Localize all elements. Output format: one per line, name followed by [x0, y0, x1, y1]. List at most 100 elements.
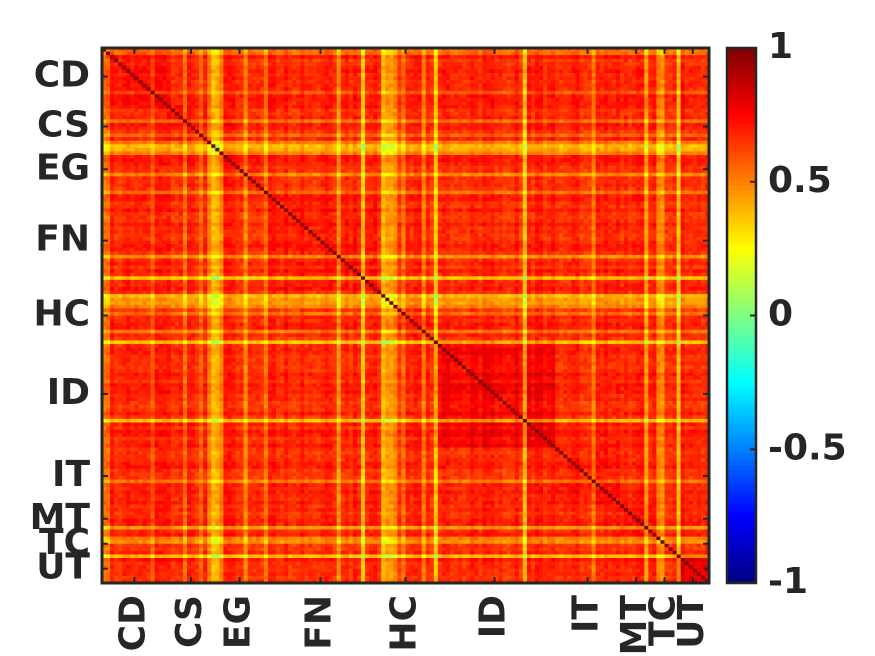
- heatmap-cell: [482, 80, 486, 84]
- heatmap-cell: [195, 123, 199, 127]
- heatmap-cell: [155, 134, 159, 138]
- heatmap-cell: [155, 52, 159, 56]
- heatmap-cell: [401, 130, 405, 134]
- heatmap-cell: [450, 80, 454, 84]
- heatmap-cell: [430, 84, 434, 88]
- heatmap-cell: [616, 87, 620, 91]
- heatmap-cell: [555, 159, 559, 163]
- heatmap-cell: [357, 94, 361, 98]
- heatmap-cell: [486, 59, 490, 63]
- heatmap-cell: [604, 62, 608, 66]
- heatmap-cell: [701, 55, 705, 59]
- heatmap-cell: [191, 159, 195, 163]
- heatmap-cell: [701, 84, 705, 88]
- heatmap-cell: [110, 116, 114, 120]
- heatmap-cell: [389, 62, 393, 66]
- heatmap-cell: [296, 123, 300, 127]
- heatmap-cell: [211, 98, 215, 102]
- heatmap-cell: [624, 123, 628, 127]
- heatmap-cell: [203, 137, 207, 141]
- heatmap-cell: [272, 94, 276, 98]
- heatmap-cell: [592, 116, 596, 120]
- heatmap-cell: [175, 87, 179, 91]
- heatmap-cell: [361, 109, 365, 113]
- heatmap-cell: [422, 116, 426, 120]
- heatmap-cell: [592, 91, 596, 95]
- heatmap-cell: [486, 73, 490, 77]
- heatmap-cell: [329, 59, 333, 63]
- heatmap-cell: [244, 52, 248, 56]
- heatmap-cell: [377, 123, 381, 127]
- heatmap-cell: [268, 123, 272, 127]
- heatmap-cell: [608, 162, 612, 166]
- heatmap-cell: [523, 130, 527, 134]
- heatmap-cell: [604, 119, 608, 123]
- heatmap-cell: [231, 102, 235, 106]
- heatmap-cell: [227, 126, 231, 130]
- heatmap-cell: [248, 137, 252, 141]
- heatmap-cell: [227, 162, 231, 166]
- heatmap-cell: [163, 80, 167, 84]
- heatmap-cell: [389, 73, 393, 77]
- heatmap-cell: [142, 159, 146, 163]
- heatmap-cell: [422, 84, 426, 88]
- heatmap-cell: [155, 80, 159, 84]
- heatmap-cell: [555, 84, 559, 88]
- heatmap-cell: [272, 69, 276, 73]
- heatmap-cell: [316, 116, 320, 120]
- heatmap-cell: [685, 134, 689, 138]
- heatmap-cell: [187, 155, 191, 159]
- heatmap-cell: [430, 52, 434, 56]
- heatmap-cell: [219, 77, 223, 81]
- heatmap-cell: [507, 77, 511, 81]
- heatmap-cell: [600, 151, 604, 155]
- heatmap-cell: [292, 151, 296, 155]
- heatmap-cell: [272, 66, 276, 70]
- heatmap-cell: [325, 52, 329, 56]
- heatmap-cell: [669, 109, 673, 113]
- heatmap-cell: [604, 91, 608, 95]
- heatmap-cell: [664, 62, 668, 66]
- heatmap-cell: [450, 159, 454, 163]
- heatmap-cell: [284, 126, 288, 130]
- heatmap-cell: [163, 155, 167, 159]
- heatmap-cell: [248, 119, 252, 123]
- heatmap-cell: [474, 134, 478, 138]
- heatmap-cell: [697, 134, 701, 138]
- heatmap-cell: [106, 94, 110, 98]
- heatmap-cell: [110, 55, 114, 59]
- heatmap-cell: [401, 109, 405, 113]
- heatmap-cell: [284, 102, 288, 106]
- heatmap-cell: [515, 94, 519, 98]
- heatmap-cell: [385, 109, 389, 113]
- heatmap-cell: [466, 134, 470, 138]
- heatmap-cell: [389, 87, 393, 91]
- heatmap-cell: [183, 109, 187, 113]
- heatmap-cell: [138, 109, 142, 113]
- heatmap-cell: [211, 94, 215, 98]
- heatmap-cell: [389, 126, 393, 130]
- heatmap-cell: [555, 102, 559, 106]
- heatmap-cell: [547, 126, 551, 130]
- heatmap-cell: [341, 69, 345, 73]
- heatmap-cell: [401, 69, 405, 73]
- heatmap-cell: [296, 130, 300, 134]
- heatmap-cell: [616, 141, 620, 145]
- heatmap-cell: [155, 62, 159, 66]
- heatmap-cell: [499, 69, 503, 73]
- heatmap-cell: [470, 66, 474, 70]
- heatmap-cell: [385, 77, 389, 81]
- heatmap-cell: [499, 123, 503, 127]
- heatmap-cell: [373, 102, 377, 106]
- heatmap-cell: [486, 123, 490, 127]
- heatmap-cell: [567, 159, 571, 163]
- heatmap-cell: [349, 52, 353, 56]
- heatmap-cell: [349, 144, 353, 148]
- heatmap-cell: [531, 109, 535, 113]
- heatmap-cell: [511, 134, 515, 138]
- heatmap-cell: [600, 73, 604, 77]
- heatmap-cell: [406, 148, 410, 152]
- heatmap-cell: [539, 116, 543, 120]
- heatmap-cell: [292, 77, 296, 81]
- heatmap-cell: [652, 91, 656, 95]
